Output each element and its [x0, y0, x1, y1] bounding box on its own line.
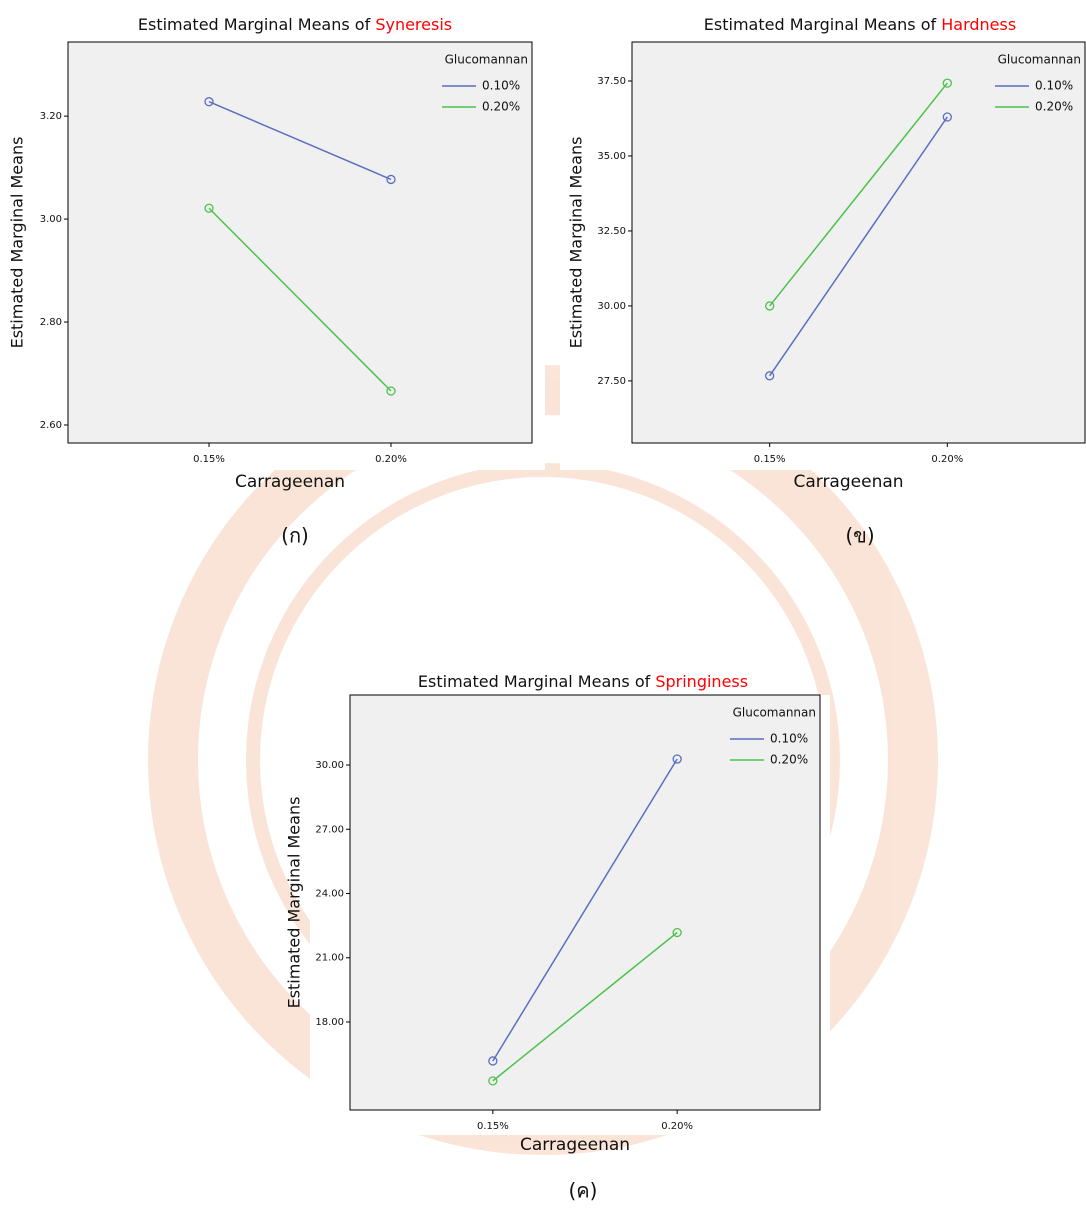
- chart-title: Estimated Marginal Means of Springiness: [418, 672, 748, 691]
- legend-title: Glucomannan: [733, 706, 816, 720]
- y-axis-label: Estimated Marginal Means: [8, 137, 27, 349]
- legend-label: 0.10%: [770, 732, 808, 746]
- legend-label: 0.20%: [1035, 100, 1073, 114]
- chart: Estimated Marginal Means of Hardness 27.5…: [560, 0, 1086, 548]
- y-tick-label: 18.00: [315, 1017, 344, 1028]
- legend-label: 0.20%: [770, 753, 808, 767]
- data-point: [488, 1076, 498, 1086]
- x-axis-label: Carrageenan: [235, 472, 345, 492]
- data-point: [386, 174, 396, 185]
- title-text: Estimated Marginal Means of: [704, 15, 937, 34]
- caption: (ค): [569, 1179, 598, 1203]
- legend-title: Glucomannan: [998, 53, 1081, 67]
- data-point: [204, 203, 214, 213]
- y-tick-label: 37.50: [597, 76, 626, 87]
- series-line: [208, 101, 392, 181]
- y-tick-label: 2.80: [40, 317, 62, 328]
- title-text: Estimated Marginal Means of: [138, 15, 371, 34]
- y-tick-label: 24.00: [315, 889, 344, 900]
- legend-title: Glucomannan: [445, 53, 528, 67]
- y-tick-label: 27.50: [597, 376, 626, 387]
- y-tick-label: 3.20: [40, 111, 62, 122]
- y-tick-label: 3.00: [40, 214, 62, 225]
- data-point: [672, 927, 682, 938]
- data-point: [942, 112, 952, 122]
- y-tick-label: 30.00: [597, 301, 626, 312]
- data-point: [765, 301, 775, 311]
- chart-title: Estimated Marginal Means of Hardness: [704, 15, 1016, 34]
- data-point: [488, 1056, 498, 1066]
- plot-area: [67, 41, 533, 444]
- x-tick-label: 0.15%: [477, 1121, 509, 1132]
- chart: Estimated Marginal Means of Syneresis 2.6…: [0, 0, 545, 548]
- y-tick-label: 2.60: [40, 420, 62, 431]
- data-point: [765, 371, 775, 381]
- series-line: [492, 931, 678, 1082]
- chart-title: Estimated Marginal Means of Syneresis: [138, 15, 452, 34]
- legend-label: 0.20%: [482, 100, 520, 114]
- legend-label: 0.10%: [1035, 79, 1073, 93]
- plot-area: [349, 694, 821, 1111]
- title-variable: Syneresis: [375, 15, 452, 34]
- series-line: [492, 758, 678, 1062]
- legend-label: 0.10%: [482, 79, 520, 93]
- title-text: Estimated Marginal Means of: [418, 672, 651, 691]
- series-line: [769, 116, 948, 377]
- data-point: [204, 97, 214, 107]
- y-tick-label: 21.00: [315, 953, 344, 964]
- y-tick-label: 30.00: [315, 760, 344, 771]
- title-variable: Hardness: [941, 15, 1016, 34]
- x-axis-label: Carrageenan: [793, 472, 903, 492]
- chart: Estimated Marginal Means of Springiness 1…: [285, 672, 830, 1203]
- caption: (ข): [845, 524, 874, 548]
- data-point: [942, 78, 952, 88]
- y-tick-label: 35.00: [597, 151, 626, 162]
- series-line: [769, 82, 948, 307]
- x-tick-label: 0.20%: [375, 454, 407, 465]
- data-point: [672, 754, 682, 764]
- caption: (ก): [281, 524, 309, 548]
- y-axis-label: Estimated Marginal Means: [285, 797, 304, 1009]
- x-axis-label: Carrageenan: [520, 1135, 630, 1155]
- x-tick-label: 0.20%: [931, 454, 963, 465]
- plot-area: [631, 41, 1086, 444]
- data-point: [386, 386, 396, 396]
- x-tick-label: 0.20%: [661, 1121, 693, 1132]
- y-tick-label: 27.00: [315, 824, 344, 835]
- x-tick-label: 0.15%: [754, 454, 786, 465]
- x-tick-label: 0.15%: [193, 454, 225, 465]
- title-variable: Springiness: [655, 672, 748, 691]
- y-axis-label: Estimated Marginal Means: [567, 137, 586, 349]
- y-tick-label: 32.50: [597, 226, 626, 237]
- series-line: [208, 207, 392, 392]
